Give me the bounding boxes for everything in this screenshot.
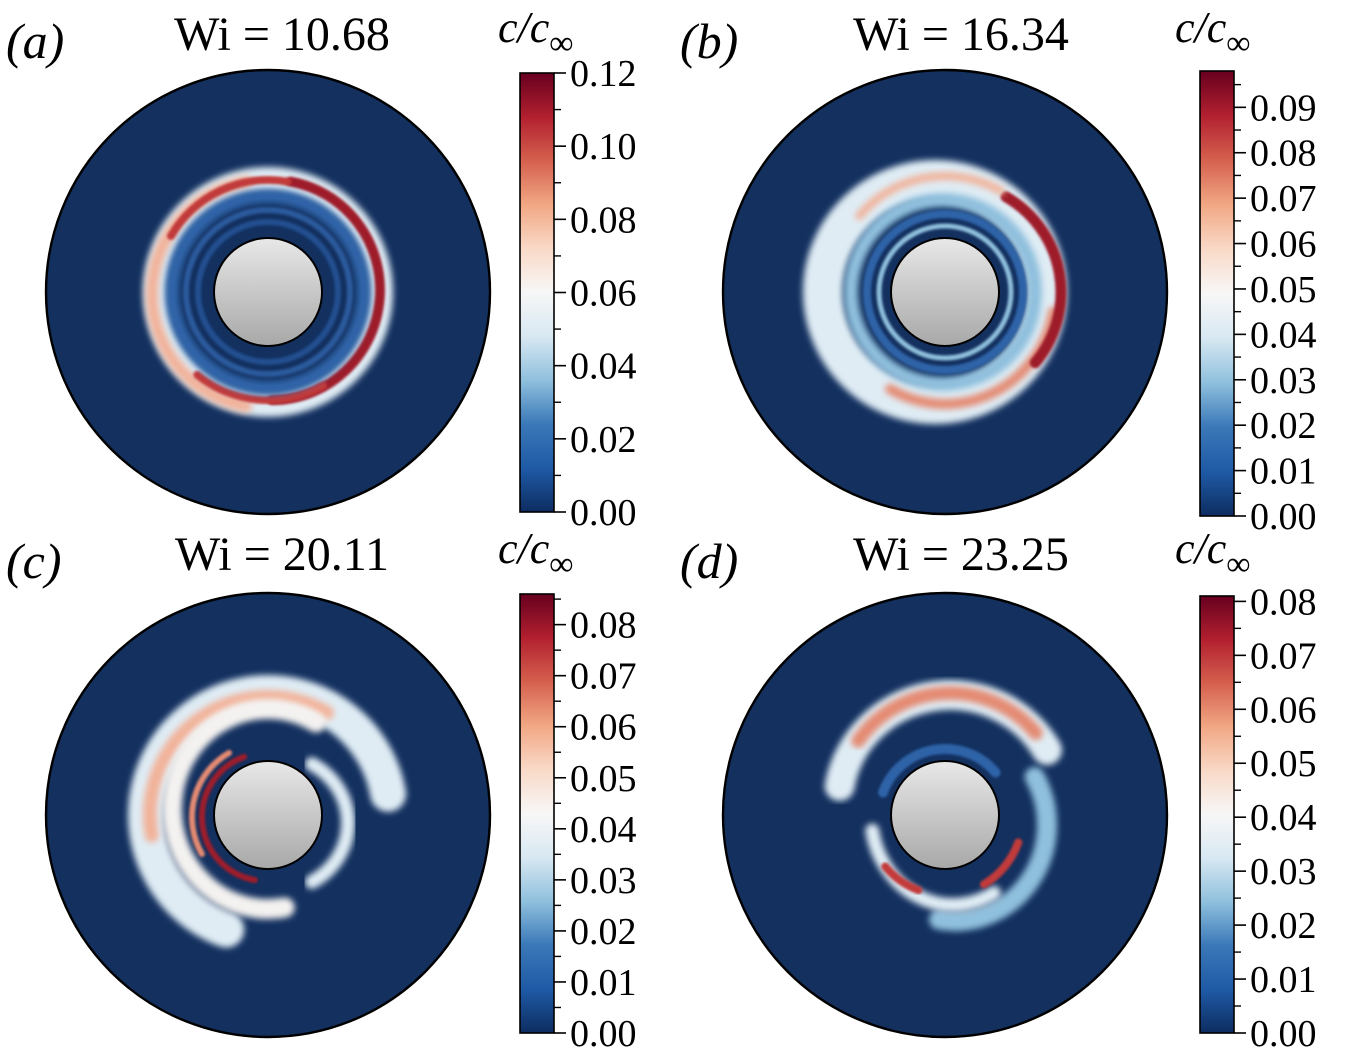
colorbar-label-subscript: ∞: [1226, 546, 1250, 583]
colorbar: [1199, 595, 1235, 1034]
outer-cylinder-boundary: [721, 68, 1169, 516]
colorbar-tick-label: 0.07: [570, 656, 637, 698]
field-band-pale-2: [305, 757, 355, 889]
panel-label: (d): [680, 533, 738, 589]
colorbar-tick-label: 0.05: [570, 758, 637, 800]
colorbar-label: c/c∞: [1175, 524, 1251, 583]
colorbar-tick-label: 0.02: [1250, 405, 1317, 447]
panel-title: Wi = 16.34: [853, 8, 1069, 61]
panel-a: (a) Wi = 10.68 c/c∞ 0.00 0.02 0.04 0.06 0.08 0.1…: [6, 3, 637, 534]
concentration-field: [143, 167, 393, 417]
panel-title: Wi = 10.68: [174, 8, 390, 61]
field-band-pale-2: [865, 823, 1001, 912]
field-band-inner: [183, 207, 353, 377]
panel-label: (c): [6, 533, 62, 589]
panel-c: (c) Wi = 20.11 c/c∞ 0.00 0.01 0.02 0.03 0.04 0.0…: [6, 524, 637, 1055]
panel-label: (a): [6, 13, 64, 69]
colorbar-label-subscript: ∞: [549, 546, 573, 583]
colorbar-tick-label: 0.05: [1250, 743, 1317, 785]
colorbar-tick-label: 0.03: [570, 860, 637, 902]
field-band-peach: [143, 690, 334, 843]
outer-cylinder-boundary: [721, 591, 1169, 1039]
field-band-lightblue: [844, 193, 1042, 391]
colorbar-tick-label: 0.04: [1250, 314, 1317, 356]
colorbar-tick-label: 0.00: [570, 492, 637, 534]
outer-cylinder-boundary: [44, 591, 492, 1039]
colorbar-tick-label: 0.00: [1250, 1013, 1317, 1055]
field-band-blue: [877, 744, 1001, 798]
colorbar-tick-label: 0.06: [570, 707, 637, 749]
field-band-lightblue: [929, 767, 1057, 931]
concentration-field: [824, 680, 1062, 931]
colorbar-tick-label: 0.03: [1250, 360, 1317, 402]
colorbar-tick-label: 0.02: [570, 911, 637, 953]
colorbar-tick-label: 0.05: [1250, 269, 1317, 311]
colorbar: [519, 72, 555, 513]
colorbar-tick-label: 0.04: [1250, 797, 1317, 839]
colorbar-tick-label: 0.01: [1250, 959, 1317, 1001]
field-band-blue: [863, 210, 1027, 374]
colorbar-tick-label: 0.00: [570, 1013, 637, 1055]
colorbar-label: c/c∞: [498, 3, 574, 62]
field-band-inner: [876, 223, 1014, 361]
panel-label: (b): [680, 13, 738, 69]
panel-d: (d) Wi = 23.25 c/c∞ 0.00 0.01 0.02 0.03 0.04 0.0…: [680, 524, 1317, 1055]
field-band-salmon: [851, 686, 1043, 748]
field-band-red: [1000, 191, 1067, 369]
field-blob-red-right: [980, 838, 1023, 889]
inner-cylinder: [213, 760, 323, 870]
colorbar-tick-label: 0.02: [1250, 905, 1317, 947]
colorbar-tick-label: 0.06: [570, 273, 637, 315]
colorbar-tick-label: 0.04: [570, 346, 637, 388]
colorbar-label: c/c∞: [1175, 3, 1251, 62]
colorbar-tick-label: 0.00: [1250, 496, 1317, 538]
field-band-red-bottom: [193, 370, 327, 404]
colorbar-tick-label: 0.10: [570, 126, 637, 168]
field-band-inner-2: [195, 219, 341, 365]
colorbar-label-subscript: ∞: [1226, 25, 1250, 62]
panel-title: Wi = 20.11: [175, 528, 389, 581]
inner-cylinder: [213, 237, 323, 347]
panel-title: Wi = 23.25: [853, 528, 1069, 581]
colorbar-tick-label: 0.08: [1250, 133, 1317, 175]
field-band-white: [162, 699, 326, 919]
field-band-peach: [855, 172, 1005, 221]
colorbar: [519, 593, 555, 1034]
colorbar-tick-label: 0.08: [1250, 581, 1317, 623]
colorbar-tick-label: 0.03: [1250, 851, 1317, 893]
field-band-red: [199, 753, 258, 884]
colorbar: [1199, 70, 1235, 517]
colorbar-tick-label: 0.07: [1250, 178, 1317, 220]
panel-b: (b) Wi = 16.34 c/c∞0.000.010.020.030.040.0…: [680, 3, 1317, 538]
colorbar-tick-label: 0.12: [570, 53, 637, 95]
field-band-blue: [165, 189, 371, 395]
colorbar-tick-label: 0.04: [570, 809, 637, 851]
colorbar-label-subscript: ∞: [549, 25, 573, 62]
colorbar-tick-label: 0.01: [1250, 451, 1317, 493]
field-blob-red-bottom: [881, 862, 923, 895]
field-band-red-top: [167, 176, 292, 240]
colorbar-tick-label: 0.02: [570, 419, 637, 461]
colorbar-tick-label: 0.08: [570, 605, 637, 647]
outer-cylinder-boundary: [44, 68, 492, 516]
field-band-salmon: [189, 749, 232, 857]
inner-cylinder: [890, 237, 1000, 347]
concentration-field: [128, 675, 407, 948]
colorbar-label: c/c∞: [498, 524, 574, 583]
colorbar-tick-label: 0.06: [1250, 224, 1317, 266]
colorbar-tick-label: 0.09: [1250, 87, 1317, 129]
colorbar-tick-label: 0.07: [1250, 635, 1317, 677]
inner-cylinder: [890, 760, 1000, 870]
colorbar-tick-label: 0.01: [570, 962, 637, 1004]
colorbar-tick-label: 0.06: [1250, 689, 1317, 731]
colorbar-tick-label: 0.08: [570, 199, 637, 241]
concentration-field: [803, 160, 1067, 424]
